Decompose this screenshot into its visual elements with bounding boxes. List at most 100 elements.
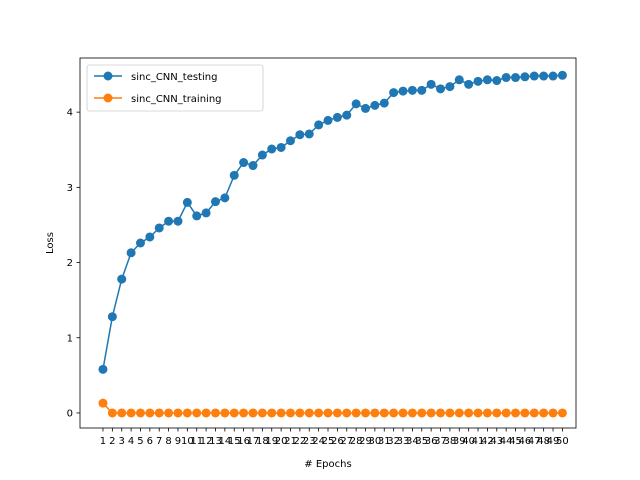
- data-point: [445, 408, 455, 418]
- data-point: [361, 408, 371, 418]
- plot-frame: [79, 57, 577, 429]
- data-point: [351, 408, 361, 418]
- x-tick-label: 25: [322, 436, 335, 447]
- data-point: [417, 85, 427, 95]
- x-tick-label: 18: [256, 436, 269, 447]
- data-point: [436, 84, 446, 94]
- x-tick-label: 46: [519, 436, 532, 447]
- data-point: [107, 408, 117, 418]
- data-point: [407, 85, 417, 95]
- x-tick-label: 1: [100, 436, 106, 447]
- data-point: [210, 408, 220, 418]
- legend-marker: [103, 93, 113, 103]
- x-tick-label: 36: [425, 436, 438, 447]
- data-point: [557, 408, 567, 418]
- x-tick-label: 33: [397, 436, 410, 447]
- y-tick-label: 4: [67, 108, 73, 119]
- y-tick-label: 1: [67, 333, 73, 344]
- x-tick-label: 14: [218, 436, 231, 447]
- data-point: [436, 408, 446, 418]
- axes-ticks: 1 2 3 4 5 6 7 8 9 1011121314151617181920212223242…: [67, 108, 569, 447]
- data-point: [379, 408, 389, 418]
- data-point: [501, 408, 511, 418]
- x-tick-label: 10: [181, 436, 194, 447]
- x-tick-label: 40: [462, 436, 475, 447]
- x-tick-label: 9: [175, 436, 181, 447]
- data-point: [529, 71, 539, 81]
- x-tick-label: 4: [128, 436, 134, 447]
- x-tick-label: 26: [331, 436, 344, 447]
- data-point: [548, 71, 558, 81]
- series-sinc_CNN_testing: [98, 70, 567, 374]
- data-point: [173, 408, 183, 418]
- data-point: [201, 208, 211, 218]
- data-point: [529, 408, 539, 418]
- x-tick-label: 45: [509, 436, 522, 447]
- data-point: [464, 408, 474, 418]
- data-point: [220, 408, 230, 418]
- x-tick-label: 29: [359, 436, 372, 447]
- data-point: [426, 79, 436, 89]
- data-point: [398, 408, 408, 418]
- data-point: [511, 408, 521, 418]
- data-point: [314, 120, 324, 130]
- x-tick-label: 21: [284, 436, 297, 447]
- data-point: [117, 274, 127, 284]
- data-point: [192, 408, 202, 418]
- x-tick-label: 24: [312, 436, 325, 447]
- data-point: [126, 248, 136, 258]
- data-point: [379, 98, 389, 108]
- x-tick-label: 17: [247, 436, 260, 447]
- data-point: [482, 408, 492, 418]
- x-tick-label: 16: [237, 436, 250, 447]
- x-tick-label: 19: [265, 436, 278, 447]
- data-point: [557, 70, 567, 80]
- legend-label: sinc_CNN_testing: [131, 72, 217, 83]
- data-point: [295, 408, 305, 418]
- data-point: [426, 408, 436, 418]
- data-point: [304, 408, 314, 418]
- data-point: [295, 130, 305, 140]
- data-point: [285, 136, 295, 146]
- data-point: [220, 193, 230, 203]
- data-point: [548, 408, 558, 418]
- data-point: [454, 75, 464, 85]
- data-point: [98, 364, 108, 374]
- data-point: [370, 100, 380, 110]
- x-tick-label: 44: [500, 436, 513, 447]
- data-point: [332, 112, 342, 122]
- x-tick-label: 34: [406, 436, 419, 447]
- data-point: [164, 408, 174, 418]
- x-tick-label: 28: [350, 436, 363, 447]
- data-point: [164, 216, 174, 226]
- x-tick-label: 20: [275, 436, 288, 447]
- x-tick-label: 49: [547, 436, 560, 447]
- data-point: [248, 161, 258, 171]
- data-point: [145, 232, 155, 242]
- data-point: [154, 408, 164, 418]
- data-point: [267, 408, 277, 418]
- data-point: [192, 211, 202, 221]
- y-tick-label: 0: [67, 408, 73, 419]
- data-point: [370, 408, 380, 418]
- x-tick-label: 13: [209, 436, 222, 447]
- legend-marker: [103, 71, 113, 81]
- x-tick-label: 39: [453, 436, 466, 447]
- data-point: [389, 408, 399, 418]
- data-point: [323, 408, 333, 418]
- data-point: [182, 408, 192, 418]
- data-point: [473, 76, 483, 86]
- data-point: [398, 86, 408, 96]
- data-point: [248, 408, 258, 418]
- x-tick-label: 5: [137, 436, 143, 447]
- data-point: [464, 79, 474, 89]
- x-tick-label: 37: [434, 436, 447, 447]
- data-point: [342, 408, 352, 418]
- data-point: [492, 408, 502, 418]
- data-point: [520, 72, 530, 82]
- x-tick-label: 12: [200, 436, 213, 447]
- data-point: [407, 408, 417, 418]
- data-point: [145, 408, 155, 418]
- x-tick-label: 7: [156, 436, 162, 447]
